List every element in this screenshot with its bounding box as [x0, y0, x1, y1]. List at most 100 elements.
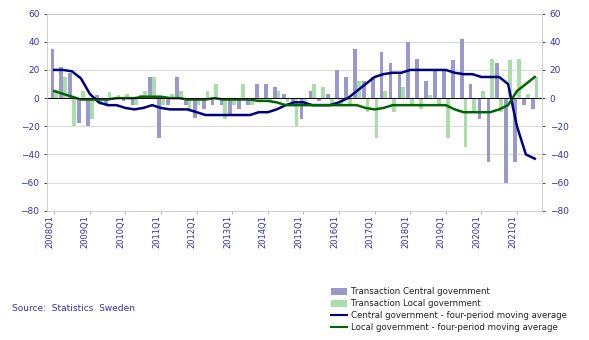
Bar	[264, 84, 268, 98]
Bar	[229, 98, 232, 115]
Text: Source:  Statistics  Sweden: Source: Statistics Sweden	[12, 304, 135, 313]
Bar	[344, 77, 348, 98]
Bar	[232, 98, 236, 105]
Bar	[366, 98, 369, 112]
Bar	[495, 63, 499, 98]
Bar	[220, 98, 223, 105]
Bar	[277, 91, 280, 98]
Bar	[499, 98, 503, 112]
Bar	[451, 60, 455, 98]
Bar	[428, 95, 432, 98]
Bar	[389, 63, 392, 98]
Bar	[95, 95, 99, 98]
Bar	[179, 91, 183, 98]
Bar	[188, 98, 191, 112]
Bar	[51, 49, 54, 98]
Bar	[508, 60, 512, 98]
Bar	[424, 81, 428, 98]
Bar	[383, 91, 387, 98]
Bar	[255, 84, 259, 98]
Bar	[419, 98, 423, 109]
Bar	[335, 70, 339, 98]
Bar	[161, 98, 165, 105]
Bar	[406, 42, 410, 98]
Bar	[460, 39, 464, 98]
Bar	[415, 59, 419, 98]
Bar	[193, 98, 197, 118]
Bar	[99, 98, 102, 105]
Legend: Transaction Central government, Transaction Local government, Central government: Transaction Central government, Transact…	[331, 287, 567, 332]
Bar	[291, 98, 294, 102]
Bar	[259, 98, 263, 101]
Bar	[481, 91, 485, 98]
Bar	[300, 98, 303, 119]
Bar	[303, 98, 307, 105]
Bar	[157, 98, 161, 138]
Bar	[380, 52, 383, 98]
Bar	[237, 98, 241, 109]
Bar	[148, 77, 152, 98]
Bar	[223, 98, 227, 119]
Bar	[112, 97, 117, 98]
Bar	[478, 98, 481, 119]
Bar	[59, 67, 63, 98]
Bar	[375, 98, 378, 138]
Bar	[513, 98, 517, 162]
Bar	[211, 98, 214, 105]
Bar	[487, 98, 490, 162]
Bar	[309, 91, 312, 98]
Bar	[410, 98, 414, 105]
Bar	[250, 98, 254, 105]
Bar	[273, 87, 277, 98]
Bar	[166, 98, 170, 105]
Bar	[353, 49, 357, 98]
Bar	[531, 98, 535, 109]
Bar	[72, 98, 76, 126]
Bar	[312, 84, 316, 98]
Bar	[433, 70, 437, 98]
Bar	[317, 98, 321, 101]
Bar	[140, 95, 143, 98]
Bar	[401, 87, 405, 98]
Bar	[357, 81, 360, 98]
Bar	[241, 84, 245, 98]
Bar	[184, 98, 188, 105]
Bar	[202, 98, 206, 109]
Bar	[54, 90, 58, 98]
Bar	[504, 98, 508, 183]
Bar	[348, 98, 352, 105]
Bar	[490, 59, 494, 98]
Bar	[175, 77, 179, 98]
Bar	[446, 98, 449, 138]
Bar	[68, 73, 72, 98]
Bar	[63, 77, 67, 98]
Bar	[294, 98, 298, 126]
Bar	[522, 98, 526, 105]
Bar	[472, 98, 477, 112]
Bar	[206, 91, 209, 98]
Bar	[134, 98, 138, 105]
Bar	[197, 98, 200, 105]
Bar	[326, 94, 330, 98]
Bar	[398, 73, 401, 98]
Bar	[104, 98, 108, 105]
Bar	[286, 98, 289, 102]
Bar	[143, 91, 147, 98]
Bar	[362, 81, 366, 98]
Bar	[117, 95, 120, 98]
Bar	[526, 94, 530, 98]
Bar	[392, 98, 396, 112]
Bar	[339, 98, 343, 105]
Bar	[170, 94, 174, 98]
Bar	[282, 94, 286, 98]
Bar	[330, 98, 334, 105]
Bar	[321, 87, 325, 98]
Bar	[464, 98, 467, 148]
Bar	[214, 84, 218, 98]
Bar	[125, 94, 129, 98]
Bar	[81, 91, 85, 98]
Bar	[152, 77, 156, 98]
Bar	[371, 77, 375, 98]
Bar	[437, 98, 441, 105]
Bar	[535, 77, 538, 98]
